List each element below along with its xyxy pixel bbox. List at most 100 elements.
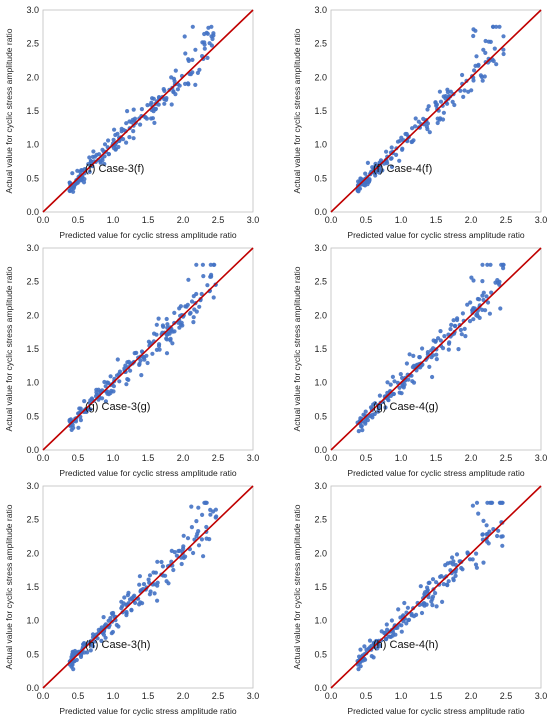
data-point [452,102,457,108]
data-point [402,600,407,606]
data-point [117,379,122,384]
data-point [111,137,116,142]
data-point [116,144,121,150]
reference-line [42,9,254,213]
data-point [147,592,152,597]
data-point [150,351,155,356]
data-point [451,559,456,564]
x-tick-label: 0.5 [360,691,373,701]
y-tick-label: 0.0 [314,683,327,693]
data-point [156,102,161,107]
x-tick-label: 2.5 [500,691,513,701]
data-point [477,315,482,320]
data-point [108,616,113,621]
data-point [97,152,102,157]
data-point [442,334,447,339]
data-point [108,374,113,379]
data-point [370,412,375,417]
data-point [404,361,409,366]
data-point [191,315,196,320]
data-point [208,512,213,517]
scatter-chart-svg: 0.0 0.5 1.0 1.5 2.0 2.5 3.0 0.0 0.5 1.0 1.5 2.0 2.5 3… [4,243,259,478]
data-point [480,78,485,83]
data-point [200,512,205,517]
data-point [356,667,361,672]
data-point [465,302,470,307]
data-point [440,599,445,604]
x-tick-label: 1.0 [107,691,120,701]
data-point [164,97,169,102]
data-point [366,179,372,184]
y-tick-label: 3.0 [314,243,327,253]
data-point [127,135,132,140]
data-point [385,380,390,385]
scatter-panel-2: 0.0 0.5 1.0 1.5 2.0 2.5 3.0 0.0 0.5 1.0 1.5 2.0 2.5 3… [288,0,550,244]
data-point [71,667,76,672]
data-point [193,82,198,87]
data-point [194,534,199,539]
data-point [480,532,485,537]
data-point [474,565,479,570]
data-point [177,83,182,88]
data-point [144,116,149,121]
data-point [377,393,382,398]
data-point [133,600,138,605]
data-point [501,34,506,39]
data-point [164,351,170,356]
y-tick-label: 0.5 [26,649,39,659]
data-point [110,629,115,635]
data-point [434,103,439,108]
y-tick-label: 0.0 [26,445,39,455]
data-point [112,127,117,132]
data-point [487,311,492,316]
data-point [422,603,427,608]
data-point [362,644,367,649]
data-point [445,561,450,566]
x-tick-label: 3.0 [535,453,548,463]
x-tick-label: 2.5 [212,691,225,701]
data-point [484,523,489,528]
data-point [88,648,93,653]
y-tick-label: 0.0 [26,207,39,217]
data-point [474,500,480,505]
data-point [438,329,443,334]
x-tick-label: 0.5 [360,215,373,225]
data-point [500,500,505,505]
data-point [155,598,160,603]
x-axis-label: Predicted value for cyclic stress amplit… [59,468,236,478]
data-point [494,62,499,67]
data-point [411,614,417,619]
x-tick-label: 1.0 [107,453,120,463]
data-point [469,275,474,280]
reference-line [330,247,542,451]
data-point [438,338,443,343]
x-tick-label: 2.0 [177,453,190,463]
data-point [179,561,184,567]
y-tick-label: 0.0 [26,683,39,693]
data-point [138,122,143,127]
data-point [197,304,202,309]
data-point [194,262,199,267]
data-point [209,274,214,279]
data-point [413,116,418,121]
data-point [390,374,395,379]
data-point [176,548,181,554]
x-axis-label: Predicted value for cyclic stress amplit… [59,706,236,716]
data-point [126,359,131,364]
x-tick-label: 1.5 [142,691,155,701]
data-point [186,57,191,62]
data-point [126,590,131,595]
data-point [425,585,430,590]
data-point [476,511,481,516]
data-point [191,320,196,325]
data-point [427,130,432,135]
data-point [375,409,381,414]
data-point [437,89,442,94]
data-point [131,136,136,141]
data-point [196,529,201,534]
data-point [500,534,505,539]
data-point [211,31,216,36]
data-point [430,577,436,582]
data-point [471,317,476,322]
data-point [70,661,75,666]
